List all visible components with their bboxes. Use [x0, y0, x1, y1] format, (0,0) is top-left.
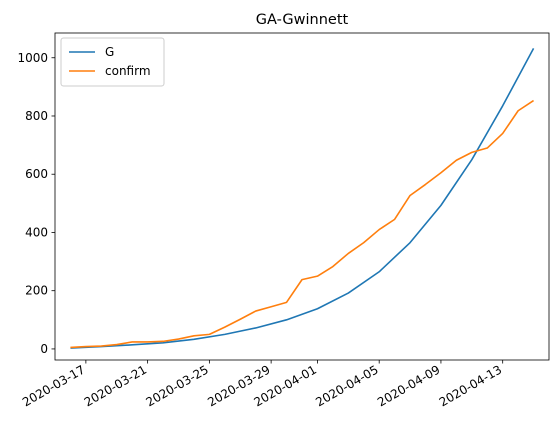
y-tick-label: 600 — [25, 167, 48, 181]
y-tick-label: 1000 — [17, 51, 48, 65]
y-tick-label: 400 — [25, 225, 48, 239]
chart-title: GA-Gwinnett — [256, 12, 349, 28]
y-tick-label: 0 — [40, 342, 48, 356]
y-tick-label: 800 — [25, 109, 48, 123]
legend-label-G: G — [105, 45, 114, 59]
y-tick-label: 200 — [25, 284, 48, 298]
legend-label-confirm: confirm — [105, 64, 151, 78]
